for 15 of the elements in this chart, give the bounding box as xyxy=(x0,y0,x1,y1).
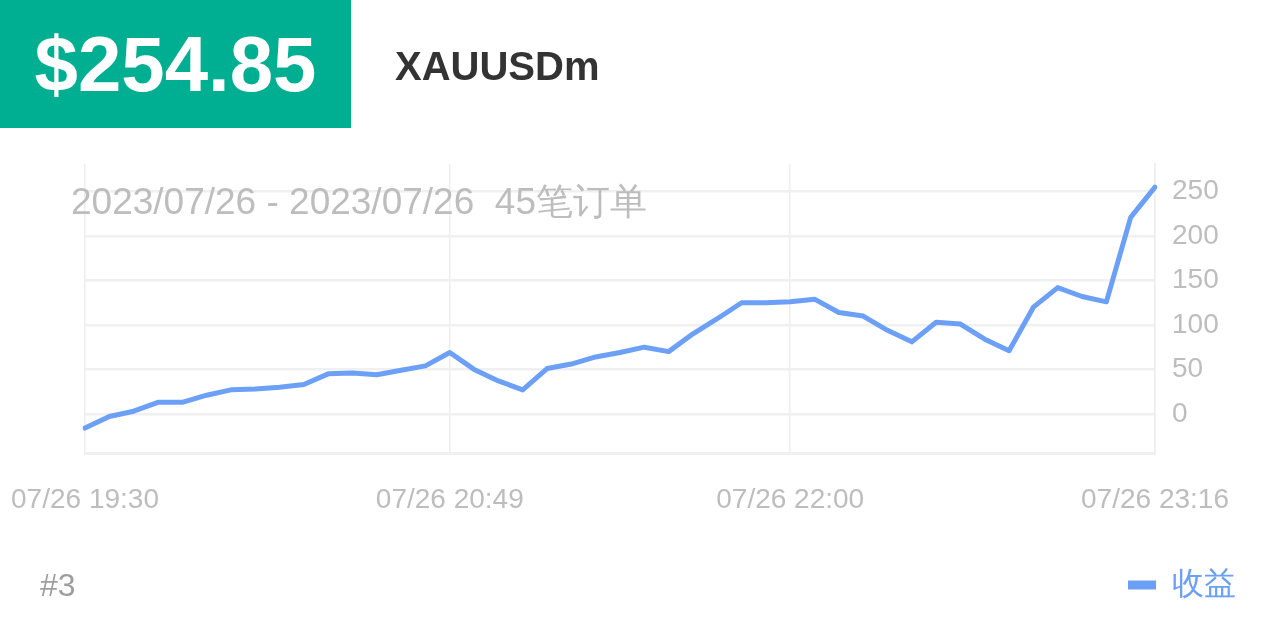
y-tick-label: 250 xyxy=(1172,174,1219,206)
x-tick-label: 07/26 22:00 xyxy=(716,482,865,514)
chart-title: $254.85 xyxy=(34,18,317,110)
y-tick-label: 150 xyxy=(1172,263,1219,295)
x-tick-label: 07/26 19:30 xyxy=(11,482,159,514)
legend-label: 收益 xyxy=(1172,564,1236,601)
y-tick-label: 0 xyxy=(1172,396,1188,428)
annotation: 2023/07/26 - 2023/07/26 45笔订单 xyxy=(71,181,647,223)
chart-subtitle: XAUUSDm xyxy=(395,43,600,90)
x-tick-label: 07/26 23:16 xyxy=(1081,482,1229,514)
y-tick-label: 200 xyxy=(1172,218,1219,250)
y-tick-label: 100 xyxy=(1172,307,1219,339)
x-tick-label: 07/26 20:49 xyxy=(375,482,524,514)
y-tick-label: 50 xyxy=(1172,352,1204,384)
text: #3 xyxy=(40,566,76,603)
